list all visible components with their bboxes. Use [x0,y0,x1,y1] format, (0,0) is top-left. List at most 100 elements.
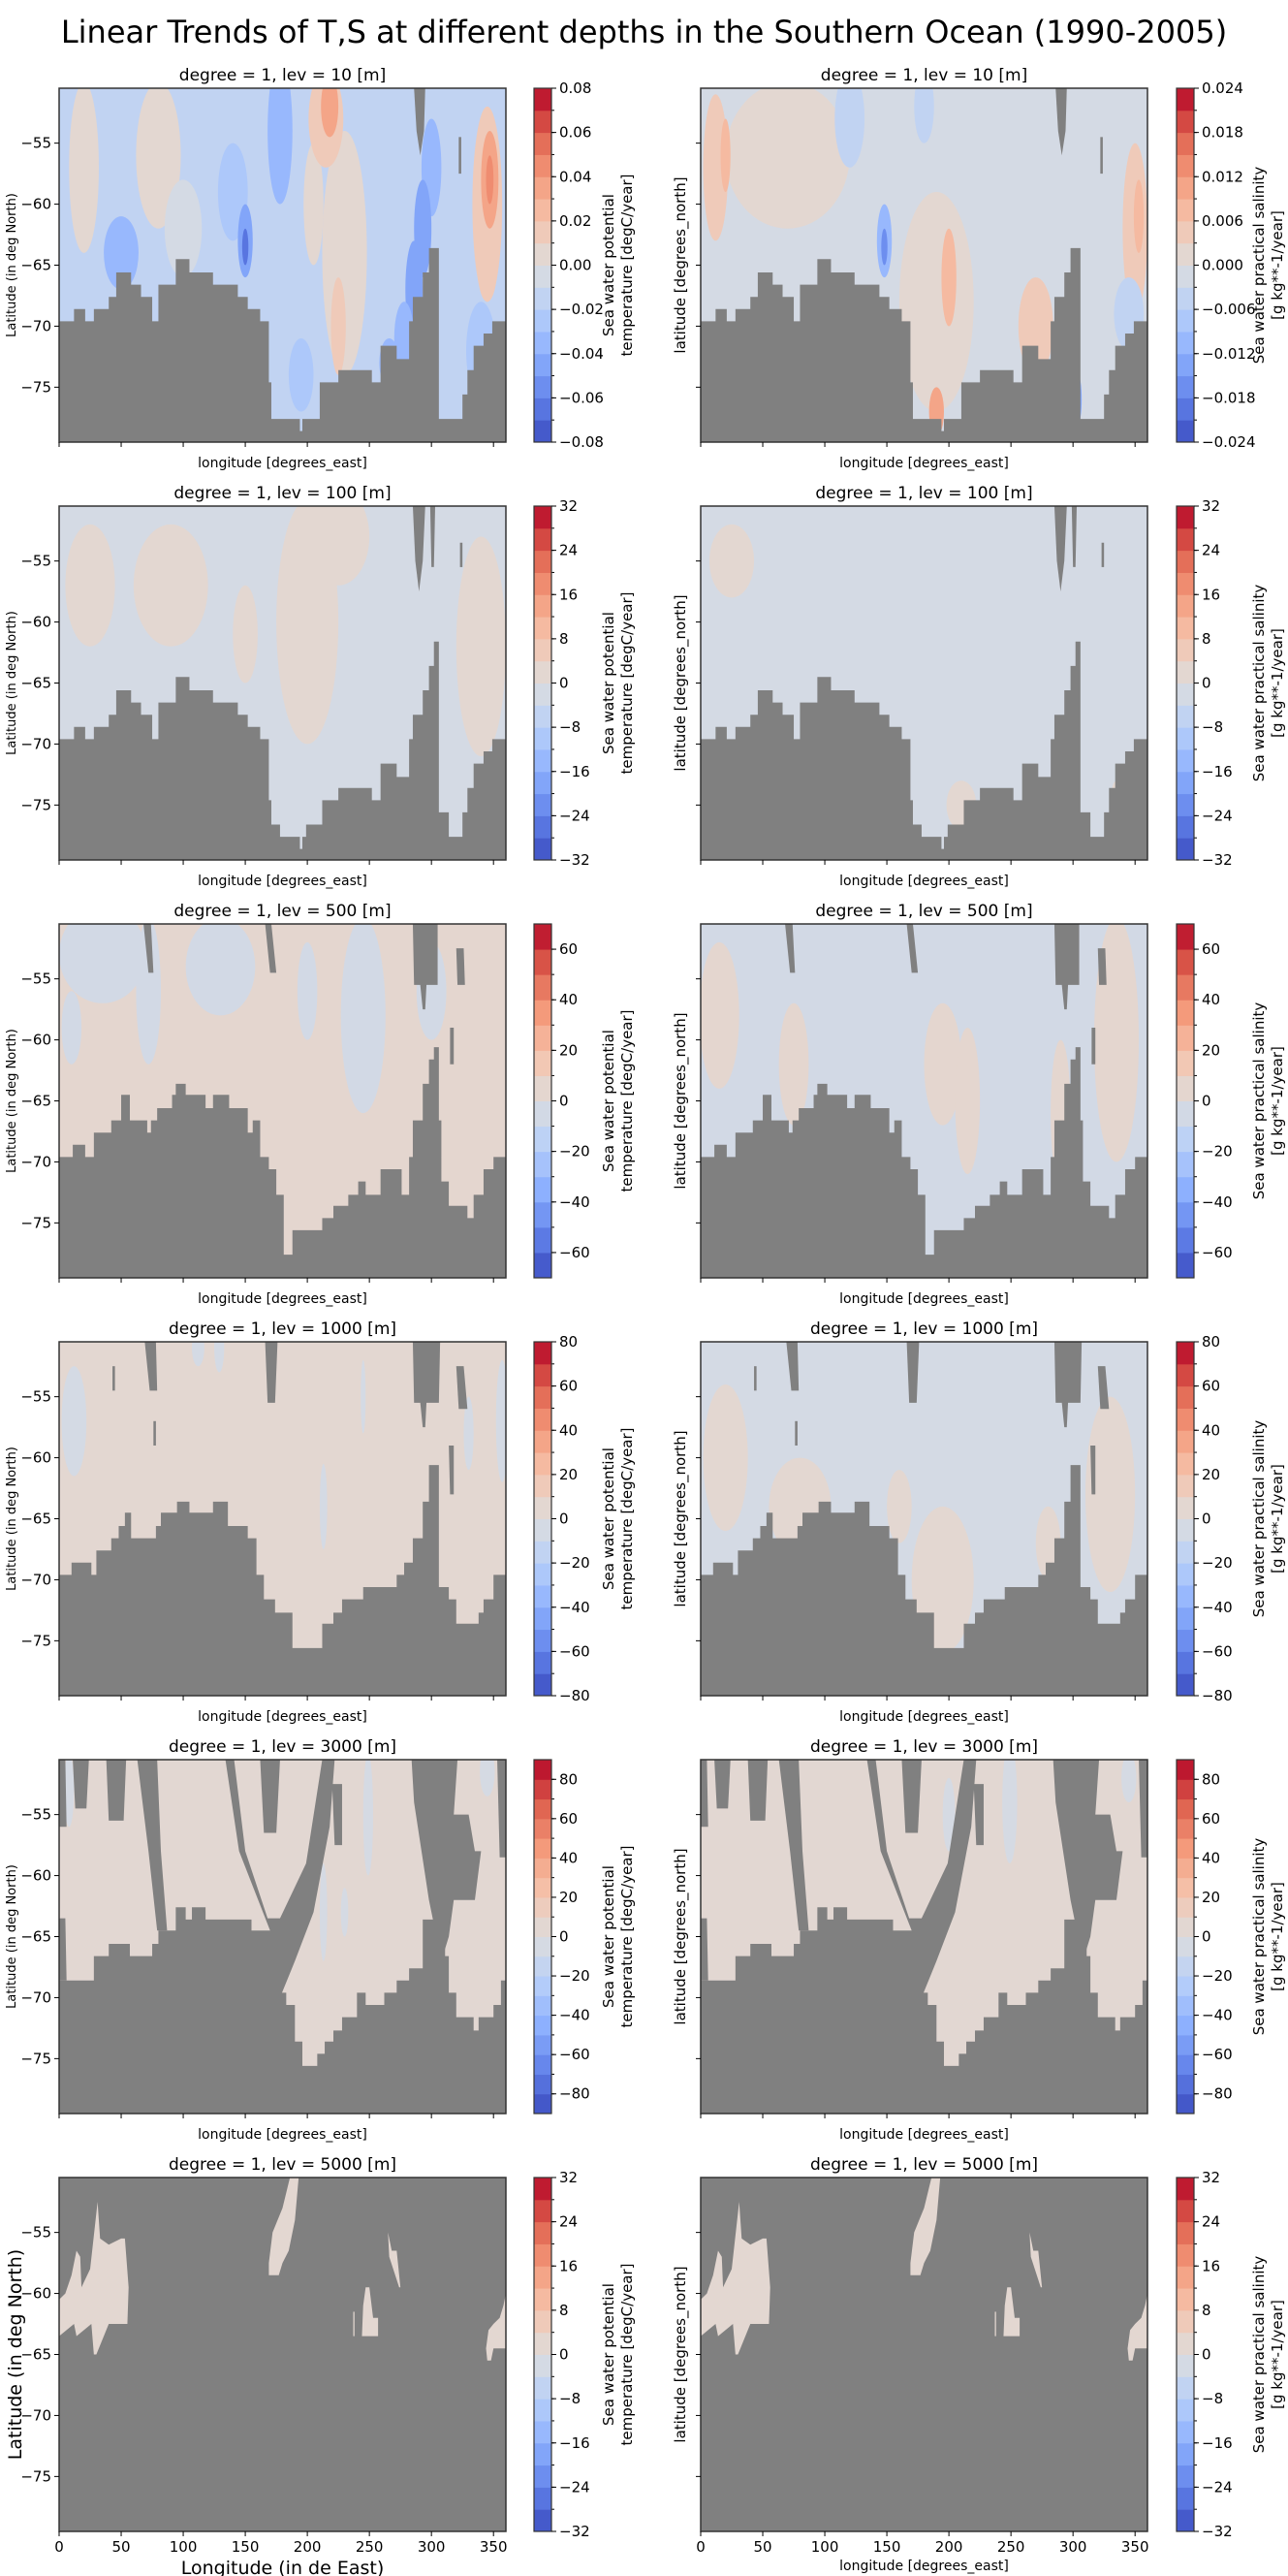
colorbar-tick-label: 0.012 [1202,168,1243,185]
colorbar-band [1177,793,1194,816]
colorbar-label: Sea water practical salinity [1250,167,1268,365]
trend-contour [307,506,370,586]
colorbar-tick-label: 20 [559,1889,578,1906]
colorbar-band [1177,1518,1194,1542]
colorbar: 32 24 16 8 0 −8 −16 −24 −32 Sea water practical s… [1176,497,1286,869]
colorbar-band [534,1917,551,1937]
land-island [754,1366,757,1391]
colorbar-tick-label: −0.018 [1202,389,1256,406]
colorbar-tick-label: −20 [559,1967,590,1985]
colorbar-tick-label: 40 [559,1849,578,1866]
colorbar-band [534,1100,551,1128]
colorbar-tick-label: −60 [1202,1244,1233,1261]
y-tick-label: −75 [20,2050,51,2067]
x-tick-label: 150 [873,2538,901,2556]
colorbar-tick-label: −16 [1202,763,1233,780]
map-panel-temperature-4: degree = 1, lev = 3000 [m] −55 −60 −65 −70 −7… [5,1737,636,2143]
colorbar-label: [g kg**-1/year] [1269,628,1286,738]
colorbar-band [534,660,551,684]
x-tick-label: 350 [1121,2538,1149,2556]
colorbar-tick-label: −8 [1202,2390,1223,2407]
ocean-patch [59,2202,129,2355]
land-island [414,88,425,156]
trend-contour [267,88,293,205]
trend-contour [65,524,115,647]
colorbar-label: Sea water practical salinity [1250,2256,1268,2454]
y-tick-label: −75 [20,2467,51,2485]
colorbar-band [534,1606,551,1631]
colorbar-band [1177,199,1194,222]
map-panel-salinity-5: degree = 1, lev = 5000 [m] 0 50 100 150 200 25… [672,2155,1286,2574]
panel-title: degree = 1, lev = 500 [m] [815,902,1032,921]
colorbar-tick-label: −24 [1202,807,1233,824]
colorbar-band [534,2221,551,2244]
colorbar-band [534,2442,551,2466]
colorbar-band [1177,309,1194,333]
colorbar-tick-label: 32 [1202,2169,1220,2186]
land-island [778,1760,809,1931]
colorbar-band [1177,506,1194,529]
colorbar-tick-label: −32 [1202,851,1233,869]
colorbar-band [534,974,551,1001]
colorbar-tick-label: −60 [1202,2046,1233,2063]
colorbar-tick-label: 0.018 [1202,124,1243,142]
colorbar-band [534,1760,551,1780]
y-tick-label: −65 [20,1511,51,1528]
trend-contour [288,338,314,412]
colorbar-band [1177,2354,1194,2377]
ocean-patch [1127,2293,1147,2361]
colorbar-tick-label: 0.000 [1202,257,1243,274]
x-axis-label: longitude [degrees_east] [839,456,1009,471]
colorbar-tick-label: −20 [559,1143,590,1161]
colorbar-tick-label: 80 [1202,1770,1220,1788]
colorbar-band [534,2509,551,2532]
colorbar-band [534,815,551,839]
land-mask [59,247,506,442]
colorbar-band [534,572,551,595]
trend-contour [1002,1760,1018,1863]
colorbar-label: Sea water potential [600,1030,617,1172]
colorbar-band [534,1201,551,1228]
land-mask [701,1907,1147,2114]
colorbar-label: Sea water potential [600,194,617,336]
land-mask [59,1047,506,1278]
land-island [795,1420,798,1446]
land-island [412,506,425,592]
trend-contour [136,88,181,229]
colorbar-tick-label: 60 [1202,940,1220,958]
colorbar-band [534,2309,551,2334]
colorbar-tick-label: −20 [1202,1967,1233,1985]
colorbar-tick-label: 8 [559,630,569,648]
land-island [450,1027,455,1065]
colorbar-tick-label: −40 [1202,1599,1233,1616]
trend-contour [914,88,934,143]
colorbar-tick-label: 0 [1202,1928,1211,1946]
ocean-patch [701,2202,770,2355]
trend-contour [192,1342,204,1367]
land-island [59,1760,67,1828]
colorbar-tick-label: 20 [559,1041,578,1059]
trend-contour [340,1888,349,1937]
y-axis-label: latitude [degrees_north] [672,1012,690,1189]
colorbar-band [534,2266,551,2289]
colorbar-label: temperature [degC/year] [618,1009,636,1192]
colorbar-tick-label: 60 [559,940,578,958]
colorbar-band [534,176,551,200]
colorbar-band [1177,1838,1194,1859]
panel-title: degree = 1, lev = 100 [m] [173,484,391,503]
colorbar-band [1177,1606,1194,1631]
land-island [153,1420,156,1446]
colorbar-band [1177,1151,1194,1178]
x-axis-label: longitude [degrees_east] [839,1291,1009,1307]
colorbar-tick-label: 0 [1202,1093,1211,1110]
colorbar-tick-label: −40 [1202,2007,1233,2024]
colorbar-tick-label: 20 [1202,1041,1220,1059]
colorbar-label: [g kg**-1/year] [1269,1882,1286,1991]
trend-contour [361,1359,366,1434]
land-mask [701,641,1147,860]
y-tick-label: −55 [20,1388,51,1406]
y-tick-label: −65 [20,1928,51,1946]
land-island [747,1760,769,1821]
colorbar-band [1177,748,1194,773]
colorbar-band [1177,638,1194,662]
